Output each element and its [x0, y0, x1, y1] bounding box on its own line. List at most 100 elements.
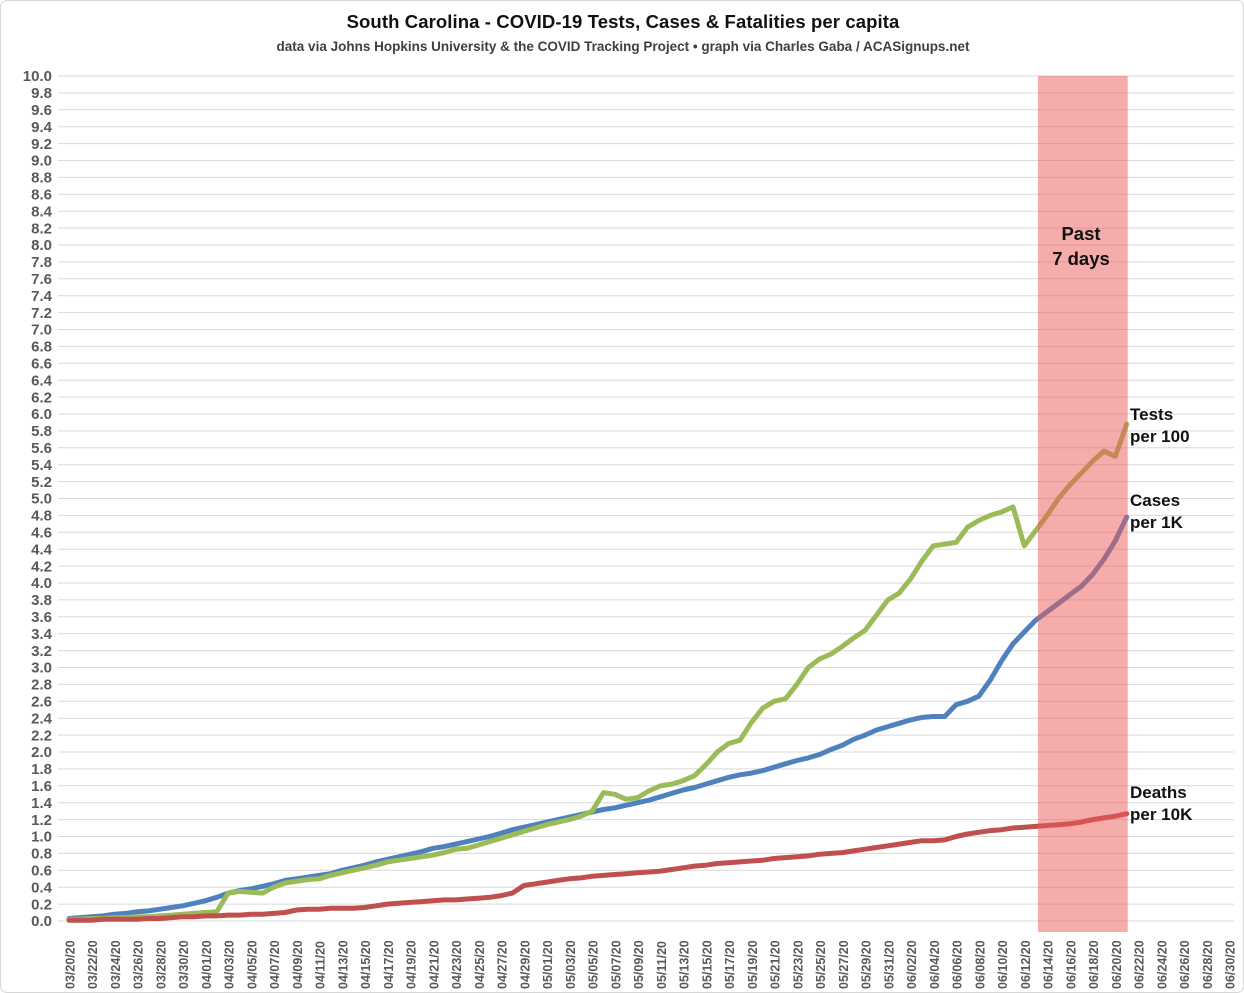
y-tick-label: 3.6 [31, 609, 52, 626]
y-tick-label: 6.6 [31, 356, 52, 373]
x-tick-label: 03/30/20 [177, 940, 191, 989]
x-tick-label: 05/31/20 [882, 940, 896, 989]
y-tick-label: 4.6 [31, 525, 52, 542]
tests-line [66, 421, 1130, 922]
y-tick-label: 7.4 [31, 288, 53, 305]
x-tick-label: 03/26/20 [132, 940, 146, 989]
y-tick-label: 0.8 [31, 846, 52, 863]
x-tick-label: 04/17/20 [382, 940, 396, 989]
x-tick-label: 04/03/20 [223, 940, 237, 989]
x-tick-label: 03/22/20 [86, 940, 100, 989]
y-tick-label: 0.4 [31, 879, 53, 896]
deaths-series-label-line1: Deaths [1130, 783, 1187, 802]
x-tick-label: 06/02/20 [905, 940, 919, 989]
y-axis-tick-labels: 0.00.20.40.60.81.01.21.41.61.82.02.22.42… [23, 68, 53, 930]
x-tick-label: 04/01/20 [200, 940, 214, 989]
x-tick-label: 05/03/20 [564, 940, 578, 989]
x-tick-label: 06/14/20 [1042, 940, 1056, 989]
x-tick-label: 06/08/20 [973, 940, 987, 989]
x-tick-label: 06/28/20 [1201, 940, 1215, 989]
x-tick-label: 04/05/20 [246, 940, 260, 989]
x-tick-label: 04/29/20 [518, 940, 532, 989]
x-tick-label: 06/18/20 [1087, 940, 1101, 989]
y-tick-label: 0.0 [31, 913, 52, 930]
x-tick-label: 03/28/20 [155, 940, 169, 989]
x-tick-label: 05/13/20 [678, 940, 692, 989]
x-tick-label: 06/20/20 [1110, 940, 1124, 989]
y-tick-label: 1.8 [31, 761, 52, 778]
x-axis-tick-labels: 03/20/20 03/22/20 03/24/20 03/26/20 03/28/20… [64, 940, 1238, 989]
x-tick-label: 05/15/20 [700, 940, 714, 989]
x-tick-label: 05/11/20 [655, 941, 669, 989]
x-tick-label: 03/24/20 [109, 940, 123, 989]
y-tick-label: 5.8 [31, 423, 52, 440]
x-tick-label: 04/09/20 [291, 940, 305, 989]
y-tick-label: 3.8 [31, 592, 52, 609]
y-tick-label: 3.4 [31, 626, 53, 643]
y-tick-label: 4.2 [31, 558, 52, 575]
x-tick-label: 05/21/20 [769, 940, 783, 989]
x-tick-label: 04/21/20 [427, 940, 441, 989]
y-tick-label: 6.2 [31, 389, 52, 406]
x-tick-label: 06/12/20 [1019, 940, 1033, 989]
past-7-days-label: Past 7 days [1027, 221, 1135, 271]
tests-series-label: Tests per 100 [1130, 404, 1190, 448]
past-7-days-label-line1: Past [1061, 223, 1101, 244]
past-7-days-label-line2: 7 days [1052, 248, 1110, 269]
x-tick-label: 06/30/20 [1224, 940, 1238, 989]
x-tick-label: 04/11/20 [314, 941, 328, 989]
x-tick-label: 04/23/20 [450, 940, 464, 989]
y-tick-label: 7.2 [31, 305, 52, 322]
y-tick-label: 1.0 [31, 829, 52, 846]
deaths-series-label-line2: per 10K [1130, 805, 1193, 824]
x-tick-label: 05/29/20 [860, 940, 874, 989]
y-tick-label: 8.4 [31, 203, 53, 220]
y-tick-label: 9.8 [31, 85, 52, 102]
x-tick-label: 05/07/20 [609, 940, 623, 989]
x-tick-label: 05/09/20 [632, 940, 646, 989]
y-tick-label: 3.2 [31, 643, 52, 660]
x-tick-label: 06/06/20 [951, 940, 965, 989]
y-tick-label: 3.0 [31, 660, 52, 677]
y-tick-label: 4.0 [31, 575, 52, 592]
y-tick-label: 0.2 [31, 896, 52, 913]
x-tick-label: 04/15/20 [359, 940, 373, 989]
y-tick-label: 7.6 [31, 271, 52, 288]
x-tick-label: 05/01/20 [541, 940, 555, 989]
x-tick-label: 06/24/20 [1155, 940, 1169, 989]
x-tick-label: 06/22/20 [1133, 940, 1147, 989]
deaths-line [66, 811, 1130, 923]
y-tick-label: 8.0 [31, 237, 52, 254]
y-tick-label: 4.8 [31, 508, 52, 525]
y-tick-label: 2.2 [31, 727, 52, 744]
y-tick-label: 8.6 [31, 187, 52, 204]
y-tick-label: 6.0 [31, 406, 52, 423]
y-tick-label: 1.2 [31, 812, 52, 829]
x-tick-label: 05/17/20 [723, 940, 737, 989]
y-tick-label: 10.0 [23, 68, 52, 85]
cases-series-label-line1: Cases [1130, 491, 1181, 510]
x-tick-label: 06/10/20 [996, 940, 1010, 989]
y-tick-label: 0.6 [31, 863, 52, 880]
x-tick-label: 05/05/20 [587, 940, 601, 989]
tests-series-label-line2: per 100 [1130, 427, 1190, 446]
y-tick-label: 7.0 [31, 322, 52, 339]
y-tick-label: 9.0 [31, 153, 52, 170]
x-tick-label: 03/20/20 [64, 940, 78, 989]
x-tick-label: 05/19/20 [746, 940, 760, 989]
x-tick-label: 04/07/20 [268, 940, 282, 989]
x-tick-label: 06/16/20 [1064, 940, 1078, 989]
cases-series-label-line2: per 1K [1130, 513, 1183, 532]
y-tick-label: 2.4 [31, 710, 53, 727]
x-tick-label: 06/26/20 [1178, 940, 1192, 989]
y-tick-label: 9.2 [31, 136, 52, 153]
y-tick-label: 1.4 [31, 795, 53, 812]
chart-subtitle: data via Johns Hopkins University & the … [276, 39, 970, 54]
x-tick-label: 06/04/20 [928, 940, 942, 989]
y-tick-label: 2.0 [31, 744, 52, 761]
y-tick-label: 5.2 [31, 474, 52, 491]
y-tick-label: 9.6 [31, 102, 52, 119]
x-tick-label: 04/27/20 [496, 940, 510, 989]
